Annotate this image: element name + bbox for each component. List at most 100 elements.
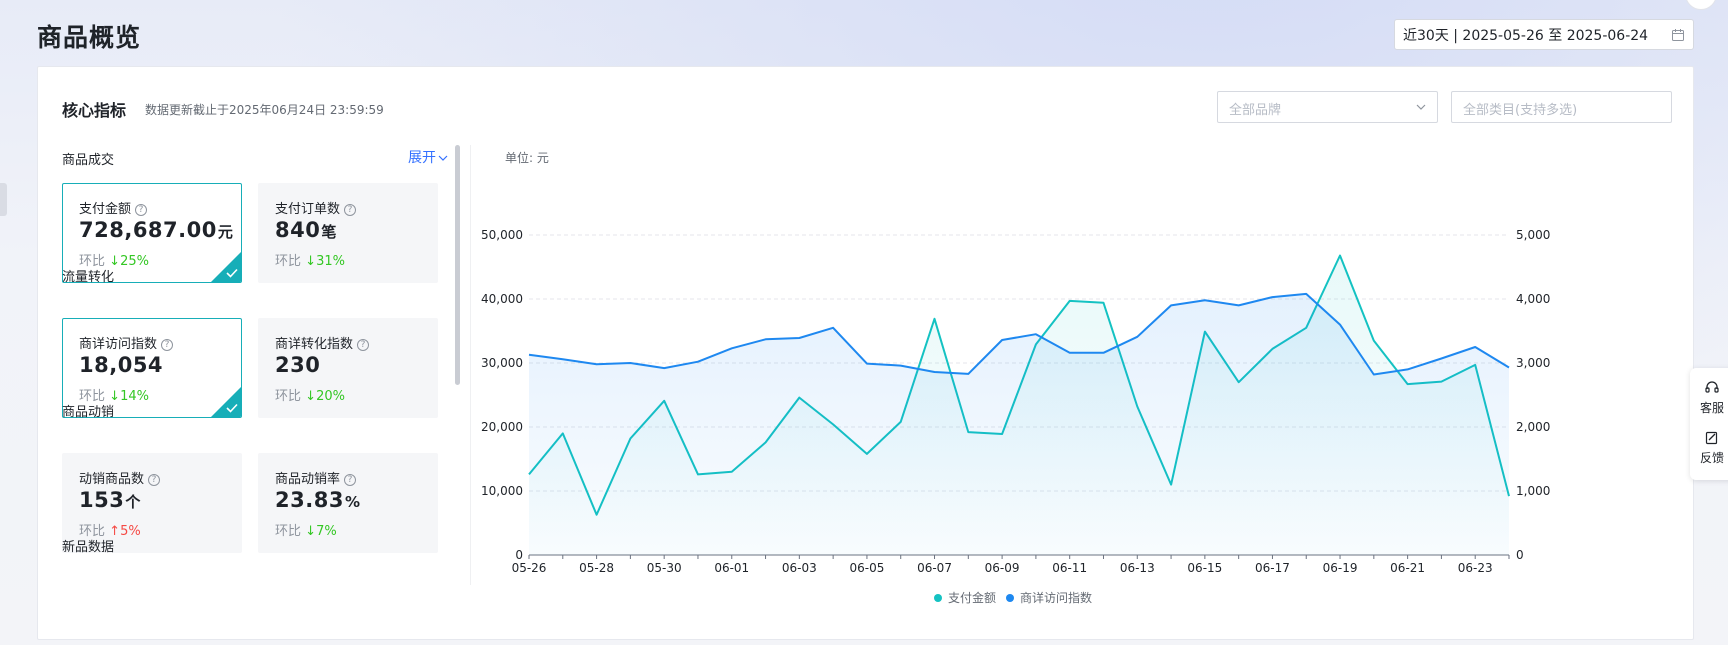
divider (470, 145, 471, 585)
metric-name: 商详访问指数? (79, 333, 174, 352)
feedback-icon (1705, 431, 1718, 445)
selected-corner (211, 252, 241, 282)
y-right-tick-label: 0 (1516, 548, 1524, 562)
help-icon[interactable]: ? (148, 474, 161, 486)
metric-comparison: 环比 ↓20% (275, 389, 345, 404)
category-select-placeholder: 全部类目(支持多选) (1463, 103, 1578, 118)
metric-change-pct: 20% (316, 389, 345, 404)
x-tick-label: 06-17 (1255, 561, 1290, 575)
group-label: 流量转化 (62, 270, 115, 285)
y-left-tick-label: 40,000 (481, 292, 523, 306)
y-right-tick-label: 2,000 (1516, 420, 1550, 434)
customer-service-button[interactable]: 客服 (1690, 380, 1728, 416)
arrow-down-icon: ↓ (109, 254, 121, 269)
metric-value: 18,054 (79, 353, 164, 377)
check-icon (226, 403, 238, 413)
y-left-tick-label: 20,000 (481, 420, 523, 434)
update-time: 数据更新截止于2025年06月24日 23:59:59 (145, 103, 384, 117)
category-select[interactable]: 全部类目(支持多选) (1451, 91, 1672, 123)
metric-comparison: 环比 ↓25% (79, 254, 149, 269)
metric-comparison: 环比 ↓14% (79, 389, 149, 404)
group-label: 商品动销 (62, 405, 115, 420)
x-tick-label: 06-15 (1187, 561, 1222, 575)
feedback-button[interactable]: 反馈 (1690, 430, 1728, 466)
check-icon (226, 268, 238, 278)
series-area-visits (529, 293, 1509, 555)
x-tick-label: 06-05 (849, 561, 884, 575)
metric-card[interactable]: 商详转化指数? 230 环比 ↓20% (258, 318, 438, 418)
calendar-icon (1672, 29, 1684, 41)
metric-comparison: 环比 ↓7% (275, 524, 337, 539)
metric-unit: % (344, 493, 361, 511)
group-label: 新品数据 (62, 540, 115, 555)
help-icon[interactable]: ? (161, 339, 174, 351)
metric-change-pct: 14% (120, 389, 149, 404)
x-tick-label: 06-07 (917, 561, 952, 575)
metric-change-pct: 5% (120, 524, 141, 539)
x-tick-label: 06-13 (1120, 561, 1155, 575)
metric-card[interactable]: 商品动销率? 23.83% 环比 ↓7% (258, 453, 438, 553)
series-line-visits (528, 292, 1510, 376)
x-tick-label: 06-11 (1052, 561, 1087, 575)
y-left-tick-label: 0 (515, 548, 523, 562)
x-tick-label: 05-28 (579, 561, 614, 575)
metric-value: 153个 (79, 488, 141, 512)
help-icon[interactable]: ? (344, 474, 357, 486)
x-tick-label: 06-19 (1323, 561, 1358, 575)
metric-change-pct: 7% (316, 524, 337, 539)
arrow-down-icon: ↓ (305, 254, 317, 269)
x-tick-label: 06-09 (985, 561, 1020, 575)
metric-card[interactable]: 支付订单数? 840笔环比 ↓31% (258, 183, 438, 283)
y-left-tick-label: 50,000 (481, 228, 523, 242)
chart-unit-label: 单位: 元 (505, 151, 549, 165)
metric-change-pct: 25% (120, 254, 149, 269)
chevron-down-icon (1416, 104, 1426, 110)
x-tick-label: 06-01 (714, 561, 749, 575)
arrow-down-icon: ↓ (305, 524, 317, 539)
y-right-tick-label: 3,000 (1516, 356, 1550, 370)
page-title: 商品概览 (37, 23, 142, 52)
headset-icon (1705, 381, 1719, 393)
metric-value: 840笔 (275, 218, 337, 242)
expand-button[interactable]: 展开 (408, 147, 448, 167)
metric-comparison: 环比 ↓31% (275, 254, 345, 269)
x-tick-label: 06-21 (1390, 561, 1425, 575)
trend-chart: 0 10,000 20,000 30,000 40,000 50,000 0 1,000 2,0… (481, 228, 1550, 605)
metric-value: 23.83% (275, 488, 361, 512)
help-icon[interactable]: ? (344, 204, 357, 216)
date-range-value: 近30天 | 2025-05-26 至 2025-06-24 (1403, 27, 1649, 44)
legend-label: 支付金额 (948, 590, 996, 605)
date-range-picker[interactable]: 近30天 | 2025-05-26 至 2025-06-24 (1394, 19, 1694, 50)
x-tick-label: 05-30 (647, 561, 682, 575)
help-icon[interactable]: ? (135, 204, 148, 216)
legend-label: 商详访问指数 (1020, 590, 1092, 605)
customer-service-label: 客服 (1699, 401, 1724, 415)
metric-name: 支付订单数? (275, 198, 357, 217)
metric-name: 支付金额? (79, 198, 148, 217)
y-left-tick-label: 10,000 (481, 484, 523, 498)
feedback-label: 反馈 (1699, 451, 1724, 465)
expand-label: 展开 (408, 150, 436, 166)
metric-card[interactable]: 动销商品数? 153个环比 ↑5% (62, 453, 242, 553)
metric-change-pct: 31% (316, 254, 345, 269)
x-tick-label: 06-03 (782, 561, 817, 575)
arrow-down-icon: ↓ (109, 389, 121, 404)
core-metrics-card: 核心指标 数据更新截止于2025年06月24日 23:59:59 全部品牌 全部… (37, 66, 1694, 640)
metric-comparison: 环比 ↑5% (79, 524, 141, 539)
y-right-tick-label: 1,000 (1516, 484, 1550, 498)
metric-card[interactable]: 商详访问指数? 18,054 环比 ↓14% (62, 318, 242, 418)
metric-unit: 个 (125, 493, 141, 511)
metrics-scrollbar[interactable] (455, 145, 460, 385)
y-right-tick-label: 5,000 (1516, 228, 1550, 242)
help-icon[interactable]: ? (357, 339, 370, 351)
brand-select[interactable]: 全部品牌 (1217, 91, 1438, 123)
metric-name: 动销商品数? (79, 468, 161, 487)
metric-card[interactable]: 支付金额? 728,687.00元环比 ↓25% (62, 183, 242, 283)
metric-value: 230 (275, 353, 321, 377)
arrow-down-icon: ↓ (305, 389, 317, 404)
x-tick-label: 06-23 (1458, 561, 1493, 575)
y-left-tick-label: 30,000 (481, 356, 523, 370)
metric-unit: 笔 (321, 223, 337, 241)
metric-value: 728,687.00元 (79, 218, 234, 242)
collapse-handle[interactable] (0, 183, 7, 216)
